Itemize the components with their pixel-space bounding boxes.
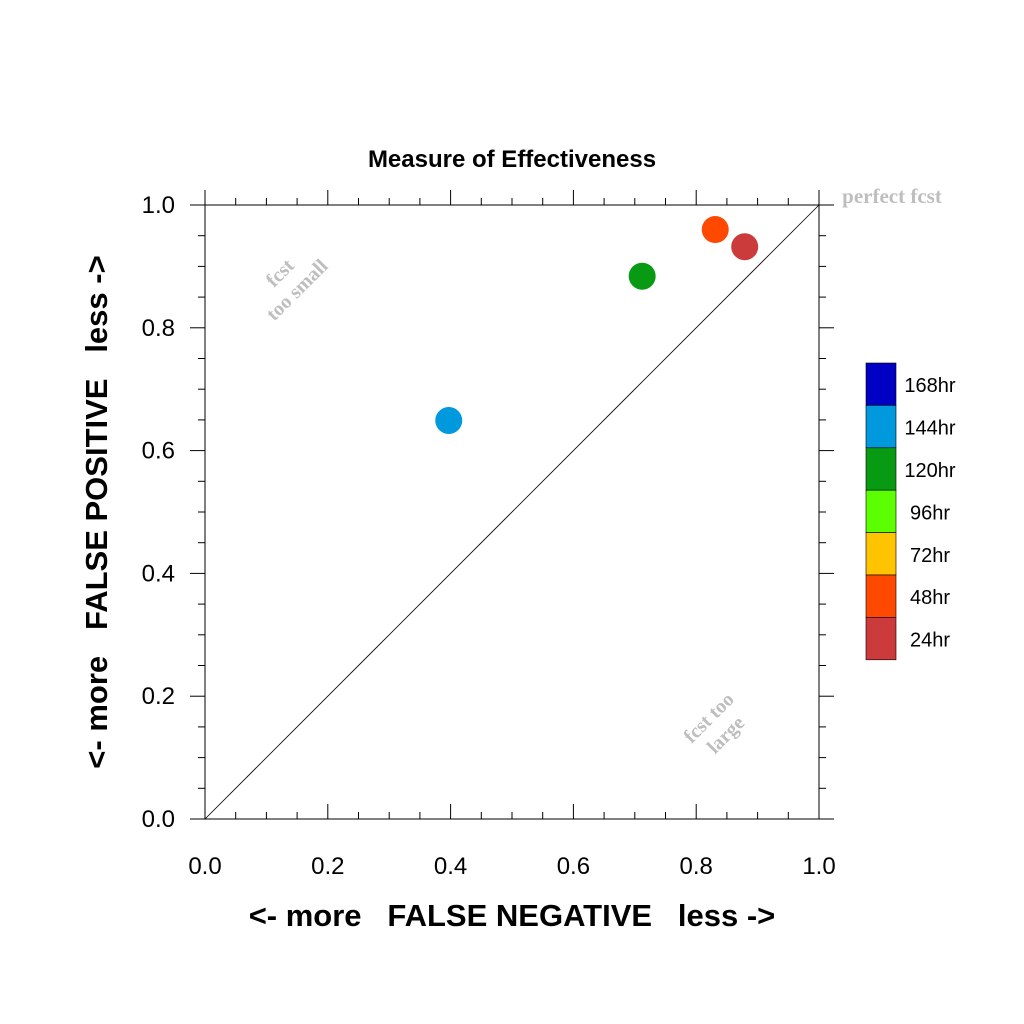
x-tick-label: 0.0 (188, 853, 221, 880)
data-point-120hr (628, 262, 656, 290)
data-point-144hr (435, 407, 463, 435)
legend: 168hr 144hr 120hr 96hr 72hr 48hr 24hr (865, 362, 956, 661)
legend-swatch-24hr (865, 617, 897, 661)
legend-label-120hr: 120hr (904, 460, 955, 482)
x-tick-label: 0.2 (311, 853, 344, 880)
annotation-perfect-fcst: perfect fcst (842, 184, 942, 208)
x-tick-label: 0.4 (434, 853, 467, 880)
perfect-forecast-diagonal (204, 204, 820, 820)
axis-ticks (190, 190, 834, 820)
chart-title: Measure of Effectiveness (368, 146, 656, 173)
legend-swatch-168hr (865, 362, 897, 406)
data-points (435, 216, 759, 435)
data-point-24hr (731, 233, 759, 261)
legend-label-48hr: 48hr (910, 587, 950, 609)
x-axis-label: <- more FALSE NEGATIVE less -> (249, 898, 776, 933)
legend-label-96hr: 96hr (910, 502, 950, 524)
tick-labels: 0.0 0.2 0.4 0.6 0.8 1.0 0.0 0.2 0.4 0.6 0.8 1.0 (142, 192, 836, 880)
legend-swatch-48hr (865, 574, 897, 618)
y-axis-label: <- more FALSE POSITIVE less -> (79, 255, 114, 768)
annotation-fcst-too-small: fcst too small (262, 255, 333, 326)
legend-swatch-120hr (865, 447, 897, 491)
legend-swatch-72hr (865, 532, 897, 576)
y-tick-label: 0.6 (142, 438, 175, 465)
legend-label-144hr: 144hr (904, 418, 955, 440)
legend-label-72hr: 72hr (910, 545, 950, 567)
y-tick-label: 0.0 (142, 806, 175, 833)
y-tick-label: 0.8 (142, 315, 175, 342)
annotation-fcst-too-large: fcst too large (680, 689, 750, 759)
y-tick-label: 0.4 (142, 560, 175, 587)
legend-label-168hr: 168hr (904, 375, 955, 397)
legend-label-24hr: 24hr (910, 630, 950, 652)
y-tick-label: 1.0 (142, 192, 175, 219)
legend-swatch-144hr (865, 405, 897, 449)
x-tick-label: 1.0 (802, 853, 835, 880)
y-tick-label: 0.2 (142, 683, 175, 710)
data-point-48hr (701, 216, 729, 244)
legend-swatch-96hr (865, 489, 897, 533)
x-tick-label: 0.8 (680, 853, 713, 880)
x-tick-label: 0.6 (557, 853, 590, 880)
